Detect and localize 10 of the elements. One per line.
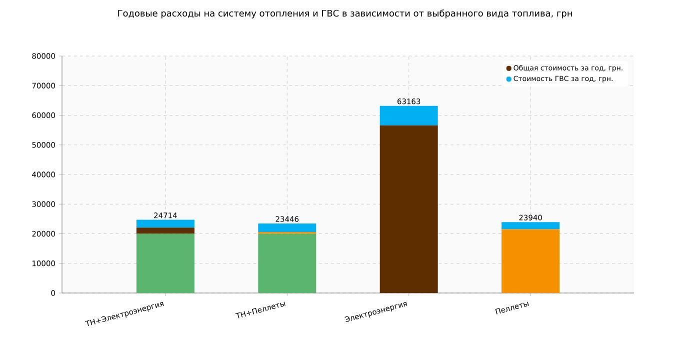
bar bbox=[380, 125, 438, 293]
bar bbox=[380, 106, 438, 126]
chart-title: Годовые расходы на систему отопления и ГВС в зависимости от выбранного вида топлива, грн bbox=[118, 10, 572, 18]
bar bbox=[258, 234, 316, 293]
bar bbox=[258, 224, 316, 232]
bar bbox=[136, 228, 194, 234]
bar bbox=[502, 229, 560, 293]
bar bbox=[502, 222, 560, 230]
bar bbox=[136, 234, 194, 293]
bar bbox=[136, 220, 194, 228]
